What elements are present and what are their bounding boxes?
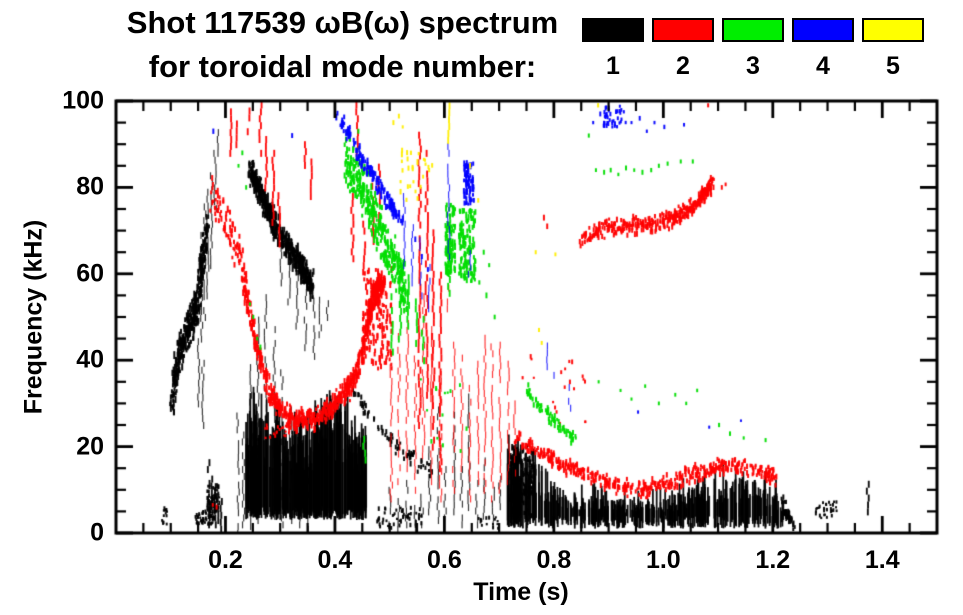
legend-label-mode-3: 3 [746,52,760,80]
legend-label-mode-2: 2 [676,52,690,80]
y-tick-label: 80 [76,172,104,201]
legend-label-mode-5: 5 [886,52,900,80]
y-tick-label: 40 [76,345,104,374]
x-tick-label: 1.4 [864,546,900,574]
y-tick-label: 100 [62,86,104,115]
mode-legend: 1 2 3 4 5 [0,0,963,95]
y-axis-label: Frequency (kHz) [19,219,48,415]
legend-swatch-mode-2 [652,18,714,42]
legend-label-mode-4: 4 [816,52,830,80]
x-tick-label: 0.6 [427,546,462,574]
y-tick-label: 0 [90,518,104,547]
x-tick-label: 1.2 [755,546,791,574]
legend-swatch-mode-3 [722,18,784,42]
chart-title: Shot 117539 ωB(ω) spectrum for toroidal … [90,0,595,88]
x-axis-label: Time (s) [473,578,569,606]
legend-swatch-mode-4 [792,18,854,42]
x-tick-label: 1.0 [645,546,681,574]
x-tick-label: 0.8 [536,546,572,574]
legend-swatch-mode-5 [862,18,924,42]
y-tick-label: 60 [76,259,104,288]
chart-title-line1: Shot 117539 ωB(ω) spectrum [126,5,559,40]
chart-title-line2: for toroidal mode number: [148,49,537,84]
legend-swatch-mode-1 [582,18,644,42]
y-tick-label: 20 [76,432,104,461]
legend-label-mode-1: 1 [606,52,620,80]
x-tick-label: 0.4 [317,546,353,574]
x-tick-label: 0.2 [208,546,243,574]
